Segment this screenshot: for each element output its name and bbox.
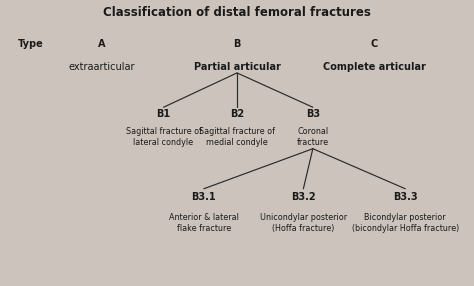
Text: Classification of distal femoral fractures: Classification of distal femoral fractur… bbox=[103, 6, 371, 19]
Text: Unicondylar posterior
(Hoffa fracture): Unicondylar posterior (Hoffa fracture) bbox=[260, 213, 347, 233]
Text: Type: Type bbox=[18, 39, 44, 49]
Text: Sagittal fracture of
medial condyle: Sagittal fracture of medial condyle bbox=[199, 127, 275, 147]
Text: Bicondylar posterior
(bicondylar Hoffa fracture): Bicondylar posterior (bicondylar Hoffa f… bbox=[352, 213, 459, 233]
Text: Partial articular: Partial articular bbox=[193, 62, 281, 72]
Text: A: A bbox=[98, 39, 106, 49]
Text: B3.1: B3.1 bbox=[191, 192, 216, 202]
Text: B1: B1 bbox=[156, 110, 171, 119]
Text: C: C bbox=[371, 39, 378, 49]
Text: B: B bbox=[233, 39, 241, 49]
Text: B3.2: B3.2 bbox=[291, 192, 316, 202]
Text: B2: B2 bbox=[230, 110, 244, 119]
Text: Complete articular: Complete articular bbox=[323, 62, 426, 72]
Text: Sagittal fracture of
lateral condyle: Sagittal fracture of lateral condyle bbox=[126, 127, 201, 147]
Text: Anterior & lateral
flake fracture: Anterior & lateral flake fracture bbox=[169, 213, 239, 233]
Text: B3.3: B3.3 bbox=[393, 192, 418, 202]
Text: extraarticular: extraarticular bbox=[69, 62, 135, 72]
Text: B3: B3 bbox=[306, 110, 320, 119]
Text: Coronal
fracture: Coronal fracture bbox=[297, 127, 329, 147]
